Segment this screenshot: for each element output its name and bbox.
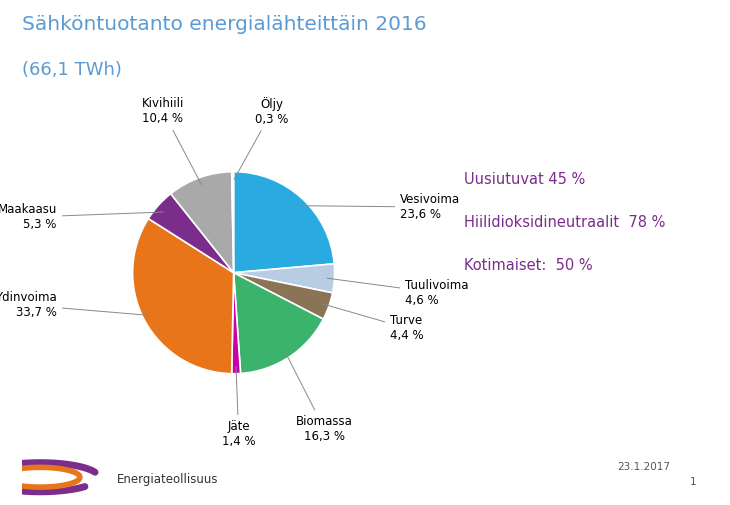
Text: Sähköntuotanto energialähteittäin 2016: Sähköntuotanto energialähteittäin 2016: [22, 15, 426, 34]
Text: Maakaasu
5,3 %: Maakaasu 5,3 %: [0, 203, 164, 231]
Wedge shape: [133, 219, 234, 374]
Text: Kotimaiset:  50 %: Kotimaiset: 50 %: [464, 258, 592, 273]
Text: Uusiutuvat 45 %: Uusiutuvat 45 %: [464, 172, 585, 187]
Text: Hiilidioksidineutraalit  78 %: Hiilidioksidineutraalit 78 %: [464, 215, 665, 230]
Text: Kivihiili
10,4 %: Kivihiili 10,4 %: [142, 97, 201, 185]
Wedge shape: [148, 194, 234, 273]
Text: Turve
4,4 %: Turve 4,4 %: [322, 304, 424, 342]
Wedge shape: [234, 273, 333, 319]
Text: 1: 1: [690, 477, 696, 487]
Wedge shape: [234, 273, 323, 374]
Wedge shape: [234, 172, 334, 273]
Text: Tuulivoima
4,6 %: Tuulivoima 4,6 %: [327, 278, 469, 307]
Text: Ydinvoima
33,7 %: Ydinvoima 33,7 %: [0, 291, 151, 319]
Text: Biomassa
16,3 %: Biomassa 16,3 %: [285, 351, 353, 443]
Text: Vesivoima
23,6 %: Vesivoima 23,6 %: [298, 193, 461, 221]
Text: Jäte
1,4 %: Jäte 1,4 %: [222, 366, 255, 448]
Wedge shape: [231, 172, 234, 273]
Text: (66,1 TWh): (66,1 TWh): [22, 61, 122, 79]
Wedge shape: [234, 264, 334, 293]
Text: Öljy
0,3 %: Öljy 0,3 %: [234, 96, 288, 179]
Wedge shape: [231, 273, 241, 374]
Wedge shape: [171, 172, 234, 273]
Text: Energiateollisuus: Energiateollisuus: [117, 473, 218, 486]
Text: 23.1.2017: 23.1.2017: [617, 462, 670, 472]
